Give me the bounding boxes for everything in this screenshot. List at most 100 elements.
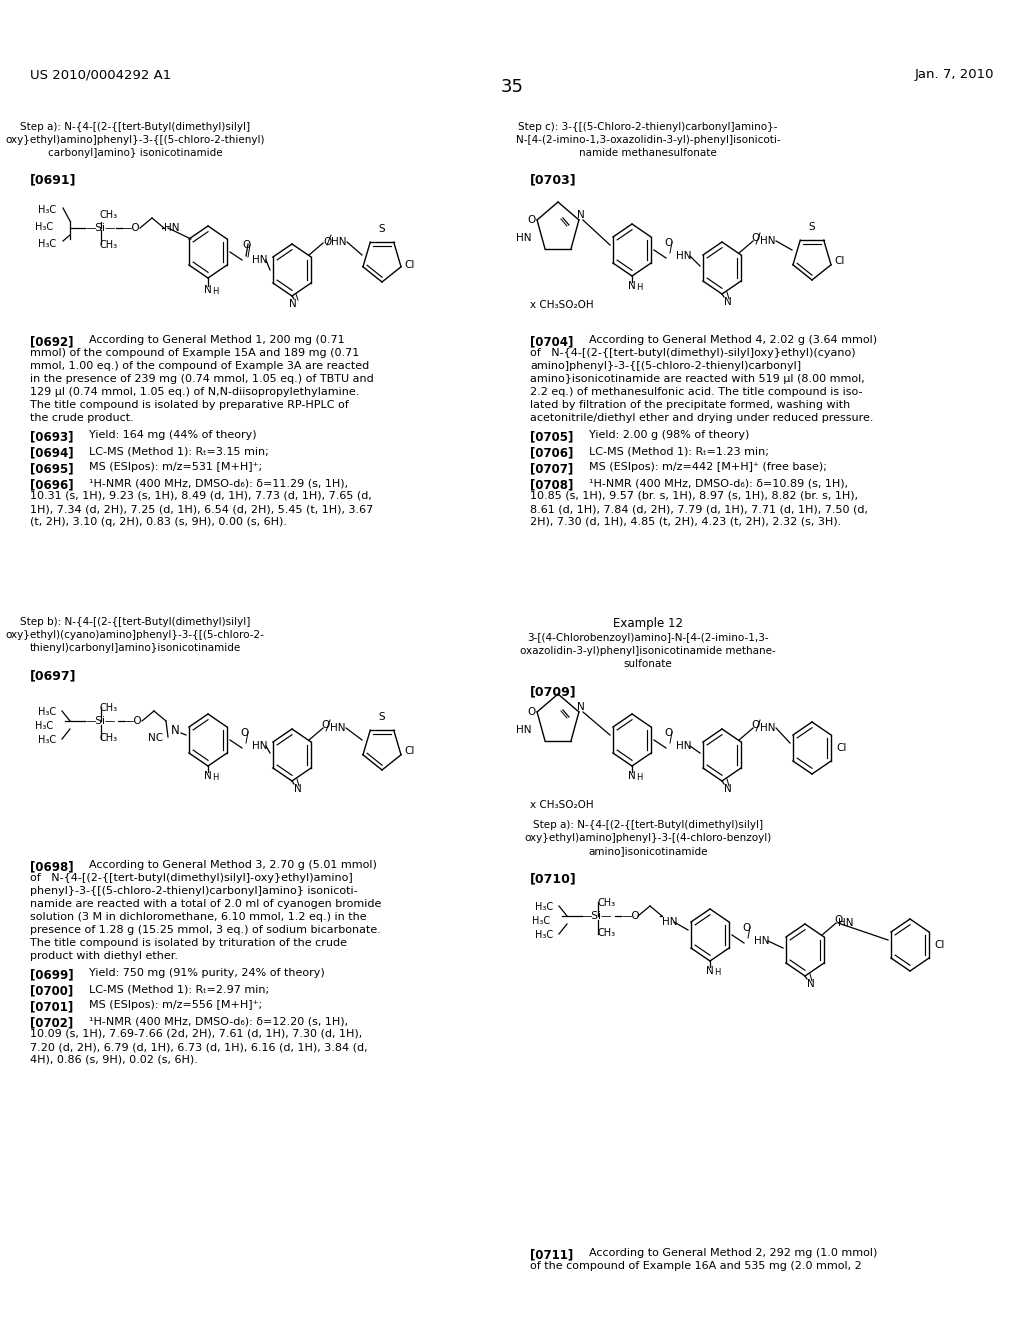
Text: HN: HN [516,234,531,243]
Text: [0700]: [0700] [30,983,78,997]
Text: H₃C: H₃C [38,205,56,215]
Text: of   N-{4-[(2-{[tert-butyl(dimethyl)silyl]-oxy}ethyl)amino]: of N-{4-[(2-{[tert-butyl(dimethyl)silyl]… [30,873,352,883]
Text: [0691]: [0691] [30,173,77,186]
Text: Yield: 164 mg (44% of theory): Yield: 164 mg (44% of theory) [82,430,257,440]
Text: O: O [527,708,536,717]
Text: HN: HN [838,917,854,928]
Text: oxy}ethyl)amino]phenyl}-3-[(4-chloro-benzoyl): oxy}ethyl)amino]phenyl}-3-[(4-chloro-ben… [524,833,772,843]
Text: According to General Method 4, 2.02 g (3.64 mmol): According to General Method 4, 2.02 g (3… [582,335,878,345]
Text: O: O [664,729,672,738]
Text: 35: 35 [501,78,523,96]
Text: N-[4-(2-imino-1,3-oxazolidin-3-yl)-phenyl]isonicoti-: N-[4-(2-imino-1,3-oxazolidin-3-yl)-pheny… [516,135,780,145]
Text: [0711]: [0711] [530,1247,578,1261]
Text: HN: HN [760,236,775,246]
Text: 10.85 (s, 1H), 9.57 (br. s, 1H), 8.97 (s, 1H), 8.82 (br. s, 1H),: 10.85 (s, 1H), 9.57 (br. s, 1H), 8.97 (s… [530,491,858,502]
Text: H₃C: H₃C [532,916,550,927]
Text: 10.09 (s, 1H), 7.69-7.66 (2d, 2H), 7.61 (d, 1H), 7.30 (d, 1H),: 10.09 (s, 1H), 7.69-7.66 (2d, 2H), 7.61 … [30,1030,362,1039]
Text: N: N [706,966,714,975]
Text: MS (ESIpos): m/z=531 [M+H]⁺;: MS (ESIpos): m/z=531 [M+H]⁺; [82,462,262,473]
Text: The title compound is isolated by preparative RP-HPLC of: The title compound is isolated by prepar… [30,400,349,411]
Text: 8.61 (d, 1H), 7.84 (d, 2H), 7.79 (d, 1H), 7.71 (d, 1H), 7.50 (d,: 8.61 (d, 1H), 7.84 (d, 2H), 7.79 (d, 1H)… [530,504,868,513]
Text: [0706]: [0706] [530,446,578,459]
Text: S: S [808,222,815,232]
Text: presence of 1.28 g (15.25 mmol, 3 eq.) of sodium bicarbonate.: presence of 1.28 g (15.25 mmol, 3 eq.) o… [30,925,381,935]
Text: [0703]: [0703] [530,173,577,186]
Text: mmol) of the compound of Example 15A and 189 mg (0.71: mmol) of the compound of Example 15A and… [30,348,359,358]
Text: MS (ESIpos): m/z=442 [M+H]⁺ (free base);: MS (ESIpos): m/z=442 [M+H]⁺ (free base); [582,462,826,473]
Text: ¹H-NMR (400 MHz, DMSO-d₆): δ=12.20 (s, 1H),: ¹H-NMR (400 MHz, DMSO-d₆): δ=12.20 (s, 1… [82,1016,348,1026]
Text: HN: HN [676,741,691,751]
Text: Cl: Cl [834,256,845,267]
Text: Cl: Cl [404,260,415,271]
Text: HN: HN [662,917,678,927]
Text: O: O [835,915,843,925]
Text: MS (ESIpos): m/z=556 [M+H]⁺;: MS (ESIpos): m/z=556 [M+H]⁺; [82,1001,262,1010]
Text: S: S [378,711,385,722]
Text: H₃C: H₃C [535,931,553,940]
Text: HN: HN [676,251,691,261]
Text: Example 12: Example 12 [613,616,683,630]
Text: (t, 2H), 3.10 (q, 2H), 0.83 (s, 9H), 0.00 (s, 6H).: (t, 2H), 3.10 (q, 2H), 0.83 (s, 9H), 0.0… [30,517,287,527]
Text: O: O [742,923,751,933]
Text: [0696]: [0696] [30,478,78,491]
Text: H₃C: H₃C [535,902,553,912]
Text: HN: HN [516,725,531,735]
Text: [0694]: [0694] [30,446,78,459]
Text: —O: —O [124,715,142,726]
Text: HN: HN [331,238,346,247]
Text: H: H [636,774,642,781]
Text: O: O [751,719,760,730]
Text: in the presence of 239 mg (0.74 mmol, 1.05 eq.) of TBTU and: in the presence of 239 mg (0.74 mmol, 1.… [30,374,374,384]
Text: Step b): N-{4-[(2-{[tert-Butyl(dimethyl)silyl]: Step b): N-{4-[(2-{[tert-Butyl(dimethyl)… [19,616,250,627]
Text: Yield: 2.00 g (98% of theory): Yield: 2.00 g (98% of theory) [582,430,750,440]
Text: Cl: Cl [836,743,847,752]
Text: [0710]: [0710] [530,873,577,884]
Text: O: O [527,215,536,224]
Text: LC-MS (Method 1): Rₜ=3.15 min;: LC-MS (Method 1): Rₜ=3.15 min; [82,446,268,455]
Text: H₃C: H₃C [38,735,56,744]
Text: solution (3 M in dichloromethane, 6.10 mmol, 1.2 eq.) in the: solution (3 M in dichloromethane, 6.10 m… [30,912,367,921]
Text: HN: HN [330,723,345,733]
Text: namide are reacted with a total of 2.0 ml of cyanogen bromide: namide are reacted with a total of 2.0 m… [30,899,381,909]
Text: —O: —O [621,911,640,921]
Text: HN: HN [252,255,267,265]
Text: [0693]: [0693] [30,430,78,444]
Text: HN: HN [164,223,179,234]
Text: HN: HN [754,936,769,946]
Text: mmol, 1.00 eq.) of the compound of Example 3A are reacted: mmol, 1.00 eq.) of the compound of Examp… [30,360,370,371]
Text: [0702]: [0702] [30,1016,78,1030]
Text: [0708]: [0708] [530,478,578,491]
Text: LC-MS (Method 1): Rₜ=1.23 min;: LC-MS (Method 1): Rₜ=1.23 min; [582,446,769,455]
Text: ¹H-NMR (400 MHz, DMSO-d₆): δ=10.89 (s, 1H),: ¹H-NMR (400 MHz, DMSO-d₆): δ=10.89 (s, 1… [582,478,848,488]
Text: sulfonate: sulfonate [624,659,673,669]
Text: N: N [807,979,815,989]
Text: Jan. 7, 2010: Jan. 7, 2010 [914,69,994,81]
Text: CH₃: CH₃ [100,210,118,220]
Text: 3-[(4-Chlorobenzoyl)amino]-N-[4-(2-imino-1,3-: 3-[(4-Chlorobenzoyl)amino]-N-[4-(2-imino… [527,634,769,643]
Text: CH₃: CH₃ [597,928,615,939]
Text: N: N [577,702,585,711]
Text: H₃C: H₃C [35,721,53,731]
Text: [0704]: [0704] [530,335,578,348]
Text: namide methanesulfonate: namide methanesulfonate [580,148,717,158]
Text: According to General Method 2, 292 mg (1.0 mmol): According to General Method 2, 292 mg (1… [582,1247,878,1258]
Text: Step a): N-{4-[(2-{[tert-Butyl(dimethyl)silyl]: Step a): N-{4-[(2-{[tert-Butyl(dimethyl)… [19,121,250,132]
Text: amino]isonicotinamide: amino]isonicotinamide [588,846,708,855]
Text: N: N [724,297,732,308]
Text: phenyl}-3-{[(5-chloro-2-thienyl)carbonyl]amino} isonicoti-: phenyl}-3-{[(5-chloro-2-thienyl)carbonyl… [30,886,357,896]
Text: 1H), 7.34 (d, 2H), 7.25 (d, 1H), 6.54 (d, 2H), 5.45 (t, 1H), 3.67: 1H), 7.34 (d, 2H), 7.25 (d, 1H), 6.54 (d… [30,504,374,513]
Text: the crude product.: the crude product. [30,413,134,422]
Text: —Si—: —Si— [85,223,116,234]
Text: 7.20 (d, 2H), 6.79 (d, 1H), 6.73 (d, 1H), 6.16 (d, 1H), 3.84 (d,: 7.20 (d, 2H), 6.79 (d, 1H), 6.73 (d, 1H)… [30,1041,368,1052]
Text: thienyl)carbonyl]amino}isonicotinamide: thienyl)carbonyl]amino}isonicotinamide [30,643,241,653]
Text: product with diethyl ether.: product with diethyl ether. [30,950,178,961]
Text: oxazolidin-3-yl)phenyl]isonicotinamide methane-: oxazolidin-3-yl)phenyl]isonicotinamide m… [520,645,776,656]
Text: [0709]: [0709] [530,685,577,698]
Text: H: H [212,774,218,781]
Text: amino]phenyl}-3-{[(5-chloro-2-thienyl)carbonyl]: amino]phenyl}-3-{[(5-chloro-2-thienyl)ca… [530,360,801,371]
Text: —O: —O [122,223,140,234]
Text: HN: HN [252,741,267,751]
Text: N: N [294,784,302,795]
Text: O: O [323,238,332,247]
Text: O: O [322,719,330,730]
